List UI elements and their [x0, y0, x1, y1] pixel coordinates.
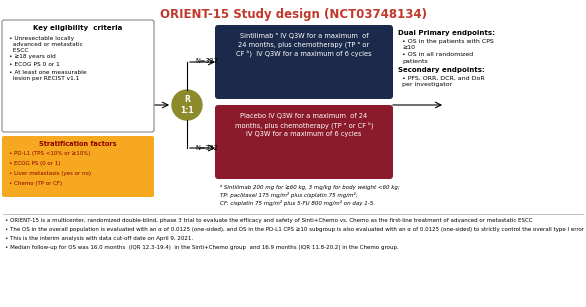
Text: • At least one measurable
  lesion per RECIST v1.1: • At least one measurable lesion per REC… — [9, 70, 87, 81]
Text: • ORIENT-15 is a multicenter, randomized double-blind, phase 3 trial to evaluate: • ORIENT-15 is a multicenter, randomized… — [5, 218, 533, 223]
Text: • The OS in the overall population is evaluated with an α of 0.0125 (one-sided),: • The OS in the overall population is ev… — [5, 227, 586, 232]
FancyBboxPatch shape — [2, 136, 154, 197]
Text: • ECOG PS (0 or 1): • ECOG PS (0 or 1) — [9, 161, 60, 166]
FancyBboxPatch shape — [2, 20, 154, 132]
Text: • Median follow-up for OS was 16.0 months  (IQR 12.3-19.4)  in the Sinti+Chemo g: • Median follow-up for OS was 16.0 month… — [5, 245, 398, 250]
Text: • ≥18 years old: • ≥18 years old — [9, 54, 56, 59]
Text: Stratification factors: Stratification factors — [39, 141, 117, 147]
Text: Secondary endpoints:: Secondary endpoints: — [398, 67, 485, 73]
Text: R
1:1: R 1:1 — [180, 95, 194, 115]
Text: • PD-L1 (TPS <10% or ≥10%): • PD-L1 (TPS <10% or ≥10%) — [9, 151, 90, 156]
Circle shape — [172, 90, 202, 120]
FancyBboxPatch shape — [215, 25, 393, 99]
Text: • PFS, ORR, DCR, and DoR
per investigator: • PFS, ORR, DCR, and DoR per investigato… — [402, 76, 485, 87]
Text: • Liver metastasis (yes or no): • Liver metastasis (yes or no) — [9, 171, 91, 176]
Text: Placebo IV Q3W for a maximum  of 24
months, plus chemotherapy (TP ᵃ or CF ᵇ)
IV : Placebo IV Q3W for a maximum of 24 month… — [234, 113, 373, 137]
Text: • OS in all randomized
patients: • OS in all randomized patients — [402, 52, 473, 64]
Text: • OS in the patients with CPS
≥10: • OS in the patients with CPS ≥10 — [402, 39, 494, 50]
Text: N=332: N=332 — [195, 145, 218, 151]
Text: ORIENT-15 Study design (NCT03748134): ORIENT-15 Study design (NCT03748134) — [159, 8, 427, 21]
Text: ᵃ Sintilimab 200 mg for ≥60 kg, 3 mg/kg for body weight <60 kg;
TP: paclitaxel 1: ᵃ Sintilimab 200 mg for ≥60 kg, 3 mg/kg … — [220, 185, 400, 205]
Text: Key eligibility  criteria: Key eligibility criteria — [33, 25, 122, 31]
Text: • ECOG PS 0 or 1: • ECOG PS 0 or 1 — [9, 62, 60, 67]
Text: N=327: N=327 — [195, 58, 218, 64]
Text: • Unresectable locally
  advanced or metastatic
  ESCC: • Unresectable locally advanced or metas… — [9, 36, 83, 53]
Text: Sintilimab ᵃ IV Q3W for a maximum  of
24 months, plus chemotherapy (TP ᵃ or
CF ᵇ: Sintilimab ᵃ IV Q3W for a maximum of 24 … — [236, 33, 372, 57]
FancyBboxPatch shape — [215, 105, 393, 179]
Text: Dual Primary endpoints:: Dual Primary endpoints: — [398, 30, 495, 36]
Text: • Chemo (TP or CF): • Chemo (TP or CF) — [9, 181, 62, 186]
Text: • This is the interim analysis with data cut-off date on April 9, 2021.: • This is the interim analysis with data… — [5, 236, 193, 241]
